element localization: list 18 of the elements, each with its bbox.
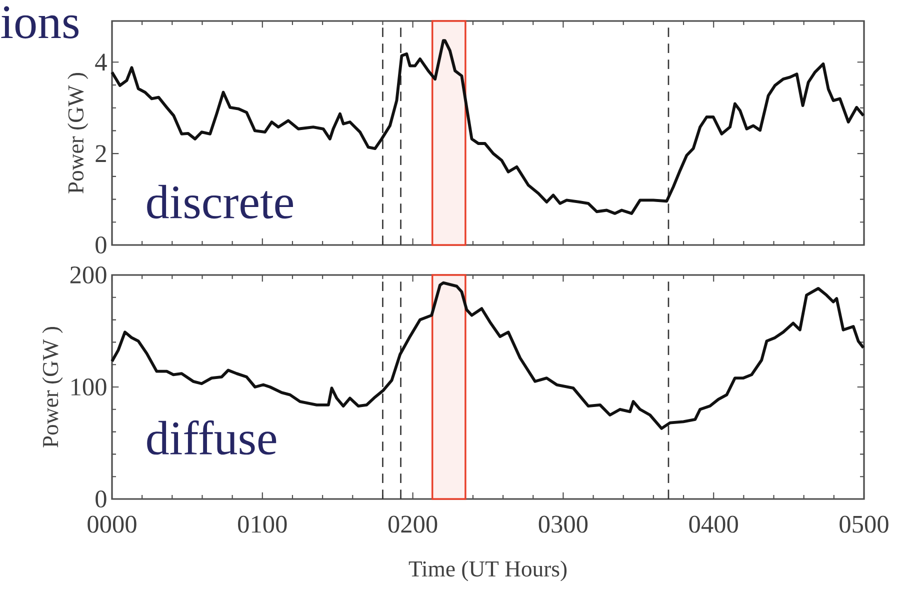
y-tick-label: 0	[96, 236, 106, 254]
annotation: diffuse	[147, 420, 276, 455]
x-axis-title: Time (UT Hours)	[408, 560, 567, 582]
x-tick-label: 0000	[88, 516, 136, 533]
y-axis-title: Power (GW )	[68, 72, 88, 194]
y-tick-label: 0	[96, 490, 106, 508]
y-axis-title: Power (GW )	[42, 326, 63, 448]
chart-title: ions	[1, 6, 78, 38]
x-tick-label: 0100	[238, 516, 287, 533]
annotation: discrete	[147, 184, 293, 219]
x-tick-label: 0400	[689, 516, 738, 533]
y-tick-label: 4	[95, 54, 107, 70]
y-tick-label: 100	[72, 378, 106, 396]
y-tick-label: 2	[96, 145, 106, 162]
x-tick-label: 0200	[388, 516, 438, 533]
x-tick-label: 0300	[538, 516, 588, 533]
x-tick-label: 0500	[840, 516, 888, 533]
y-tick-label: 200	[70, 266, 106, 284]
